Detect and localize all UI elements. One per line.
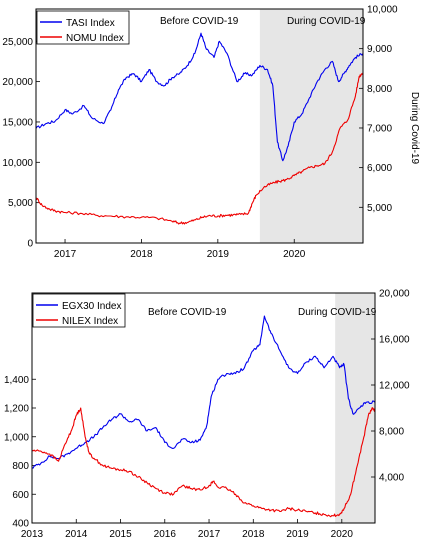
y-left-tick-label: 10,000 xyxy=(2,158,33,169)
y-left-tick-label: 15,000 xyxy=(2,117,33,128)
y-left-tick-label: 5,000 xyxy=(8,198,33,209)
series-line-nomu-index xyxy=(35,72,364,225)
y-right-tick-label: 5,000 xyxy=(367,203,392,214)
series-line-nilex-index xyxy=(31,407,376,518)
annotation-before: Before COVID-19 xyxy=(160,16,239,27)
x-tick-label: 2020 xyxy=(283,249,306,260)
x-tick-label: 2015 xyxy=(109,529,132,540)
y-left-tick-label: 800 xyxy=(12,461,29,472)
y-right-tick-label: 6,000 xyxy=(367,163,392,174)
y-right-tick-label: 7,000 xyxy=(367,123,392,134)
annotation-during: During COVID-19 xyxy=(298,307,377,318)
chart-panel-saudi: 2017 2018 2019 2020 0 5,000 10,000 15,000 20,000… xyxy=(2,5,420,261)
y-right-tick-label: 9,000 xyxy=(367,44,392,55)
covid-shaded-region xyxy=(259,9,363,243)
plot-frame xyxy=(31,292,376,524)
y-left-tick-label: 600 xyxy=(12,490,29,501)
y-right-tick-label: 4,000 xyxy=(379,473,404,484)
legend: EGX30 Index NILEX Index xyxy=(32,293,126,328)
x-tick-label: 2014 xyxy=(65,529,88,540)
chart-panel-egypt: 2013 2014 2015 2016 2017 2018 2019 2020 400 600 80… xyxy=(4,289,410,541)
x-tick-label: 2019 xyxy=(286,529,309,540)
y-left-tick-label: 25,000 xyxy=(2,37,33,48)
x-tick-label: 2017 xyxy=(198,529,221,540)
legend-label-egx30: EGX30 Index xyxy=(62,301,121,312)
covid-shaded-region xyxy=(335,293,375,523)
plot-frame xyxy=(35,8,364,244)
x-tick-label: 2020 xyxy=(331,529,354,540)
y-right-tick-label: 20,000 xyxy=(379,289,410,300)
x-tick-label: 2018 xyxy=(130,249,153,260)
series-line-egx30-index xyxy=(31,315,376,469)
y-left-tick-label: 1,000 xyxy=(4,432,29,443)
y-right-tick-label: 16,000 xyxy=(379,335,410,346)
legend-label-nilex: NILEX Index xyxy=(62,316,118,327)
y-left-tick-label: 1,200 xyxy=(4,404,29,415)
x-tick-label: 2018 xyxy=(242,529,265,540)
legend-box xyxy=(36,10,130,45)
y-left-tick-label: 400 xyxy=(12,519,29,530)
annotation-before: Before COVID-19 xyxy=(148,307,227,318)
x-tick-label: 2017 xyxy=(54,249,77,260)
legend-box xyxy=(32,293,126,328)
legend: TASI Index NOMU Index xyxy=(36,10,130,45)
y-right-tick-label: 10,000 xyxy=(367,5,398,16)
x-tick-label: 2013 xyxy=(21,529,44,540)
y-right-tick-label: 8,000 xyxy=(367,84,392,95)
annotation-during: During COVID-19 xyxy=(287,16,366,27)
legend-label-tasi: TASI Index xyxy=(66,18,115,29)
y-right-tick-label: 12,000 xyxy=(379,381,410,392)
legend-label-nomu: NOMU Index xyxy=(66,33,124,44)
y-left-tick-label: 20,000 xyxy=(2,77,33,88)
x-tick-label: 2019 xyxy=(207,249,230,260)
x-tick-label: 2016 xyxy=(154,529,177,540)
side-axis-label: During Covid-19 xyxy=(409,92,420,165)
y-left-tick-label: 1,400 xyxy=(4,375,29,386)
series-line-tasi-index xyxy=(35,32,364,162)
y-left-tick-label: 0 xyxy=(27,239,33,250)
y-right-tick-label: 8,000 xyxy=(379,427,404,438)
